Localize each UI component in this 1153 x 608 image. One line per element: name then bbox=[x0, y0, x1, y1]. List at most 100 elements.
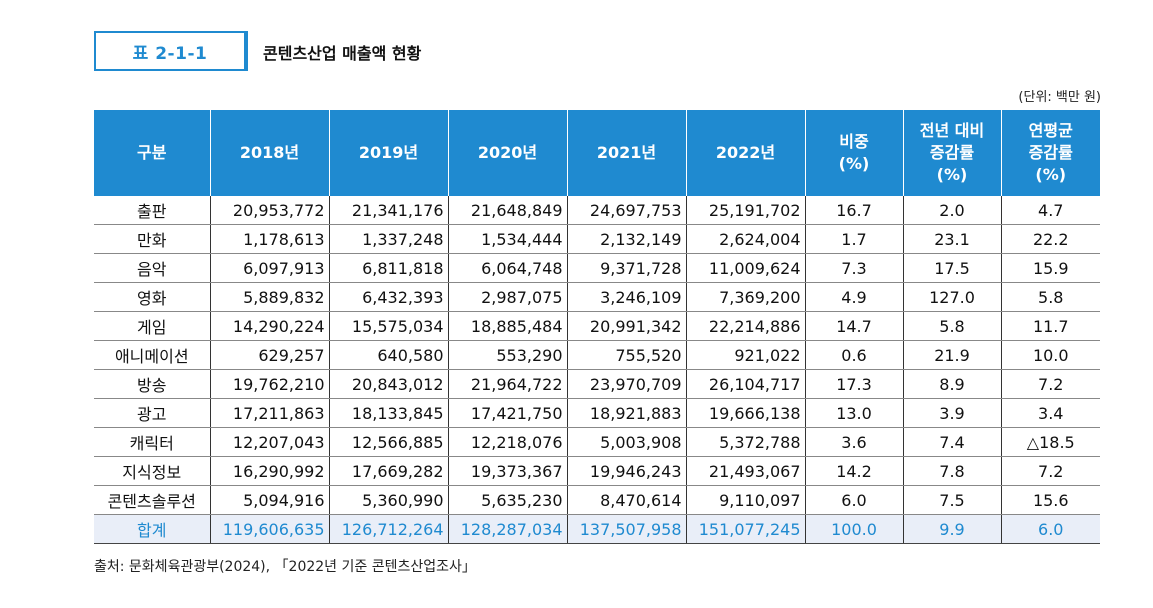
table-cell: 18,885,484 bbox=[447, 311, 567, 341]
table-cell: 9.9 bbox=[902, 514, 1001, 544]
table-cell: 640,580 bbox=[328, 340, 448, 370]
table-row: 광고 17,211,863 18,133,845 17,421,750 18,921,8… bbox=[94, 398, 1100, 428]
table-cell: 9,110,097 bbox=[685, 485, 805, 515]
table-cell: 2,987,075 bbox=[447, 282, 567, 312]
table-cell: 7,369,200 bbox=[685, 282, 805, 312]
table-cell: 5,889,832 bbox=[209, 282, 329, 312]
table-cell: 14.7 bbox=[804, 311, 903, 341]
table-cell: 20,991,342 bbox=[566, 311, 686, 341]
table-cell: 17.5 bbox=[902, 253, 1001, 283]
table-cell: 1.7 bbox=[804, 224, 903, 254]
table-cell: 1,178,613 bbox=[209, 224, 329, 254]
table-row: 지식정보 16,290,992 17,669,282 19,373,367 19,946… bbox=[94, 456, 1100, 486]
table-number-tag: 표 2-1-1 bbox=[94, 31, 246, 71]
row-label: 지식정보 bbox=[94, 456, 210, 486]
table-cell: 151,077,245 bbox=[685, 514, 805, 544]
table-cell: 1,337,248 bbox=[328, 224, 448, 254]
table-row: 캐릭터 12,207,043 12,566,885 12,218,076 5,003,9… bbox=[94, 427, 1100, 457]
table-cell: 26,104,717 bbox=[685, 369, 805, 399]
table-cell: 5,635,230 bbox=[447, 485, 567, 515]
table-cell: 2.0 bbox=[902, 196, 1001, 225]
table-cell: 17.3 bbox=[804, 369, 903, 399]
table-cell: 24,697,753 bbox=[566, 196, 686, 225]
table-cell: 6,811,818 bbox=[328, 253, 448, 283]
table-cell: 19,666,138 bbox=[685, 398, 805, 428]
table-cell: 6,064,748 bbox=[447, 253, 567, 283]
table-cell: 3.4 bbox=[1000, 398, 1100, 428]
table-cell: 20,953,772 bbox=[209, 196, 329, 225]
table-row: 영화 5,889,832 6,432,393 2,987,075 3,246,109 7,… bbox=[94, 282, 1100, 312]
table-row: 콘텐츠솔루션 5,094,916 5,360,990 5,635,230 8,470,6… bbox=[94, 485, 1100, 515]
row-label: 콘텐츠솔루션 bbox=[94, 485, 210, 515]
column-header: 비중 (%) bbox=[804, 110, 903, 196]
table-title: 콘텐츠산업 매출액 현황 bbox=[263, 44, 422, 63]
table-cell: 15.6 bbox=[1000, 485, 1100, 515]
table-body: 출판 20,953,772 21,341,176 21,648,849 24,697,7… bbox=[94, 196, 1100, 544]
table-cell: 7.8 bbox=[902, 456, 1001, 486]
table-cell: 22,214,886 bbox=[685, 311, 805, 341]
row-label: 합계 bbox=[94, 514, 210, 544]
table-cell: 119,606,635 bbox=[209, 514, 329, 544]
row-label: 캐릭터 bbox=[94, 427, 210, 457]
table-cell: 11.7 bbox=[1000, 311, 1100, 341]
table-cell: 5,372,788 bbox=[685, 427, 805, 457]
table-cell: 11,009,624 bbox=[685, 253, 805, 283]
table-cell: 8.9 bbox=[902, 369, 1001, 399]
table-cell: 16,290,992 bbox=[209, 456, 329, 486]
column-header: 2021년 bbox=[566, 110, 686, 196]
table-cell: 21,493,067 bbox=[685, 456, 805, 486]
table-cell: 22.2 bbox=[1000, 224, 1100, 254]
table-cell: 5,094,916 bbox=[209, 485, 329, 515]
column-header: 2018년 bbox=[209, 110, 329, 196]
table-cell: 21,648,849 bbox=[447, 196, 567, 225]
column-header: 2022년 bbox=[685, 110, 805, 196]
column-header: 2020년 bbox=[447, 110, 567, 196]
table-cell: 128,287,034 bbox=[447, 514, 567, 544]
table-row: 게임 14,290,224 15,575,034 18,885,484 20,991,3… bbox=[94, 311, 1100, 341]
total-row: 합계 119,606,635 126,712,264 128,287,034 137,5… bbox=[94, 514, 1100, 544]
revenue-table: 구분 2018년 2019년 2020년 2021년 2022년 비중 (%) 전년 대비 증감률… bbox=[94, 110, 1100, 544]
table-cell: 19,946,243 bbox=[566, 456, 686, 486]
column-header: 전년 대비 증감률 (%) bbox=[902, 110, 1001, 196]
table-cell: 3.6 bbox=[804, 427, 903, 457]
table-cell: 7.2 bbox=[1000, 369, 1100, 399]
table-cell: 7.5 bbox=[902, 485, 1001, 515]
table-cell: 17,211,863 bbox=[209, 398, 329, 428]
table-cell: 2,132,149 bbox=[566, 224, 686, 254]
table-row: 음악 6,097,913 6,811,818 6,064,748 9,371,728 11… bbox=[94, 253, 1100, 283]
row-label: 게임 bbox=[94, 311, 210, 341]
table-cell: 553,290 bbox=[447, 340, 567, 370]
row-label: 광고 bbox=[94, 398, 210, 428]
table-cell: 21,341,176 bbox=[328, 196, 448, 225]
table-cell: △18.5 bbox=[1000, 427, 1100, 457]
table-row: 출판 20,953,772 21,341,176 21,648,849 24,697,7… bbox=[94, 196, 1100, 225]
table-cell: 7.2 bbox=[1000, 456, 1100, 486]
table-cell: 127.0 bbox=[902, 282, 1001, 312]
table-cell: 15.9 bbox=[1000, 253, 1100, 283]
table-cell: 6.0 bbox=[804, 485, 903, 515]
table-cell: 6,097,913 bbox=[209, 253, 329, 283]
table-cell: 921,022 bbox=[685, 340, 805, 370]
table-cell: 18,133,845 bbox=[328, 398, 448, 428]
table-cell: 5,003,908 bbox=[566, 427, 686, 457]
table-cell: 5.8 bbox=[1000, 282, 1100, 312]
table-header-row: 구분 2018년 2019년 2020년 2021년 2022년 비중 (%) 전년 대비 증감률… bbox=[94, 110, 1100, 196]
table-cell: 12,207,043 bbox=[209, 427, 329, 457]
table-row: 방송 19,762,210 20,843,012 21,964,722 23,970,7… bbox=[94, 369, 1100, 399]
table-cell: 137,507,958 bbox=[566, 514, 686, 544]
table-cell: 15,575,034 bbox=[328, 311, 448, 341]
table-cell: 10.0 bbox=[1000, 340, 1100, 370]
source-note: 출처: 문화체육관광부(2024), 「2022년 기준 콘텐츠산업조사」 bbox=[94, 559, 476, 575]
table-cell: 16.7 bbox=[804, 196, 903, 225]
table-cell: 6,432,393 bbox=[328, 282, 448, 312]
table-cell: 6.0 bbox=[1000, 514, 1100, 544]
unit-label: (단위: 백만 원) bbox=[1018, 90, 1101, 105]
table-cell: 755,520 bbox=[566, 340, 686, 370]
table-cell: 21,964,722 bbox=[447, 369, 567, 399]
table-cell: 7.3 bbox=[804, 253, 903, 283]
table-cell: 8,470,614 bbox=[566, 485, 686, 515]
table-cell: 2,624,004 bbox=[685, 224, 805, 254]
table-cell: 9,371,728 bbox=[566, 253, 686, 283]
table-cell: 14.2 bbox=[804, 456, 903, 486]
table-cell: 14,290,224 bbox=[209, 311, 329, 341]
